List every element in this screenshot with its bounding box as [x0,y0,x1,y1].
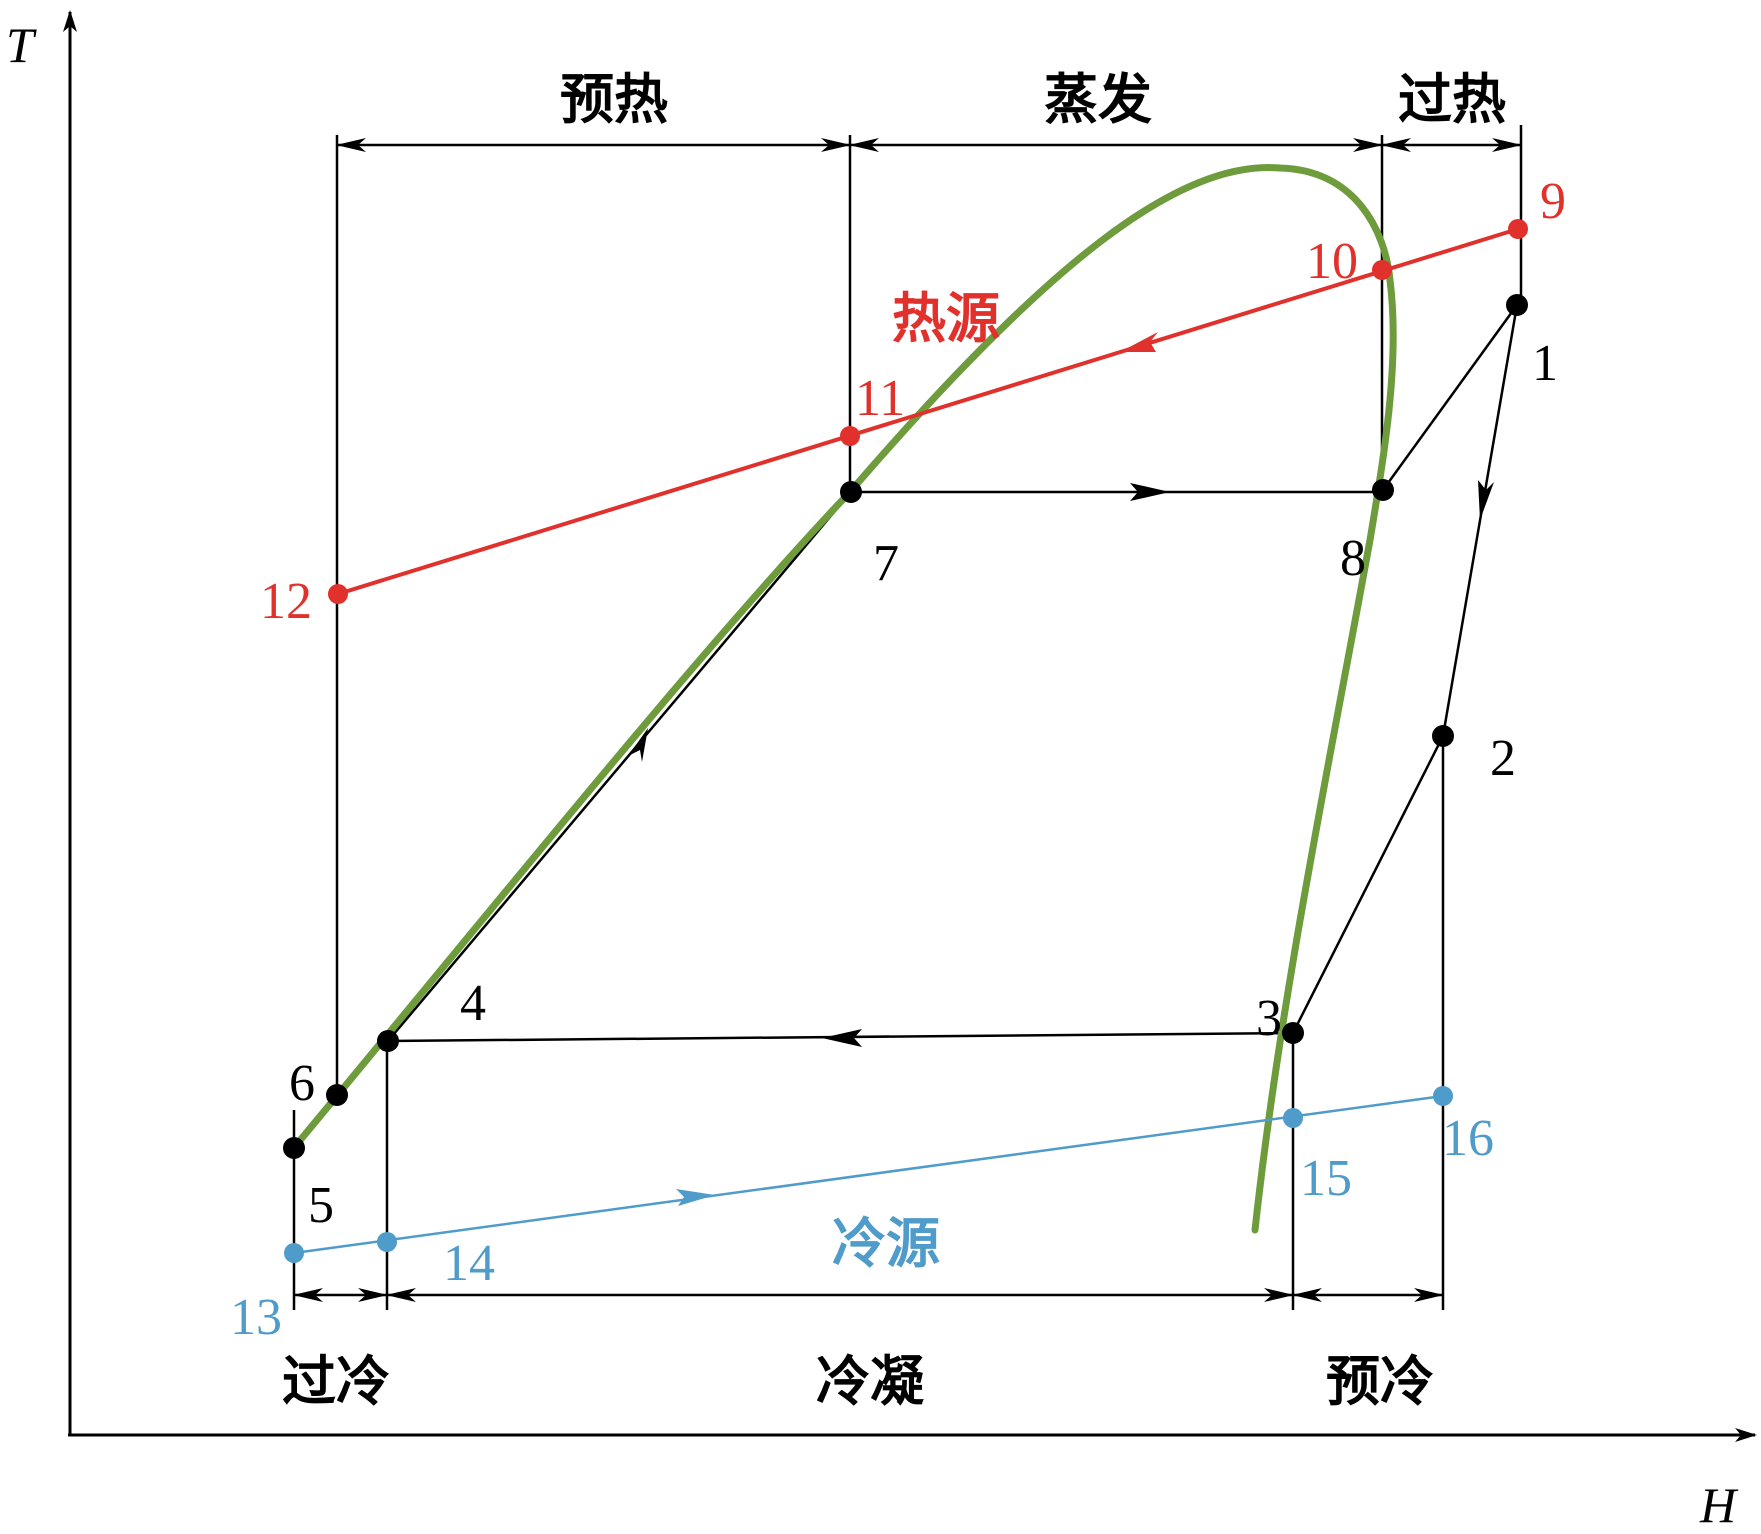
cycle-segment-1-8 [1381,304,1519,491]
saturation-curve [288,164,1397,1234]
heat-source-segment [337,227,1519,596]
label-superheat: 过热 [1398,68,1506,131]
cycle-segment-4-7 [387,491,852,1042]
point-8 [1372,479,1394,501]
point-label-11: 11 [855,370,905,427]
heat-source-points [328,219,1528,604]
arrow-1-2 [1478,480,1494,520]
point-12 [328,584,348,604]
point-14 [377,1232,397,1252]
point-label-2: 2 [1490,730,1516,787]
point-11 [840,426,860,446]
cold-source-points [284,1086,1453,1263]
point-9 [1508,219,1528,239]
point-2 [1432,725,1454,747]
point-7 [840,481,862,503]
axes: T H [6,10,1757,1533]
point-10 [1372,260,1392,280]
point-16 [1433,1086,1453,1106]
point-4 [377,1030,399,1052]
point-label-13: 13 [230,1289,282,1346]
cycle-segment-2-3 [1291,735,1445,1034]
point-label-5: 5 [308,1177,334,1234]
cold-source-line: 冷源 [293,1094,1444,1275]
arrow-3-4 [822,1029,862,1047]
point-3 [1282,1022,1304,1044]
y-axis-label: T [6,17,37,73]
x-axis-label: H [1699,1477,1739,1533]
cold-source-segment [293,1094,1444,1255]
point-label-12: 12 [260,573,312,630]
point-6 [326,1084,348,1106]
cold-source-label: 冷源 [832,1212,940,1275]
point-5 [283,1137,305,1159]
label-subcool: 过冷 [282,1350,390,1413]
point-label-14: 14 [443,1235,495,1292]
point-1 [1506,294,1528,316]
heat-source-line: 热源 [337,227,1519,596]
cycle-points [283,294,1528,1159]
label-evaporate: 蒸发 [1044,68,1152,131]
arrow-4-7 [628,728,648,762]
heat-source-arrow [1120,332,1158,352]
cycle-segment-1-2 [1441,304,1519,737]
point-label-9: 9 [1540,173,1566,230]
label-precool: 预冷 [1326,1350,1434,1413]
point-label-1: 1 [1532,335,1558,392]
heat-source-label: 热源 [892,287,1000,350]
cycle-direction-arrows [628,480,1494,1047]
point-label-4: 4 [460,975,486,1032]
point-label-8: 8 [1340,530,1366,587]
point-label-15: 15 [1300,1150,1352,1207]
label-preheat: 预热 [560,68,668,131]
point-15 [1283,1108,1303,1128]
point-label-6: 6 [289,1055,315,1112]
point-13 [284,1243,304,1263]
point-label-3: 3 [1256,990,1282,1047]
label-condense: 冷凝 [816,1350,924,1413]
arrow-7-8 [1130,483,1170,501]
cold-source-arrow [676,1189,715,1206]
point-label-7: 7 [873,535,899,592]
point-label-10: 10 [1306,233,1358,290]
point-label-16: 16 [1442,1110,1494,1167]
